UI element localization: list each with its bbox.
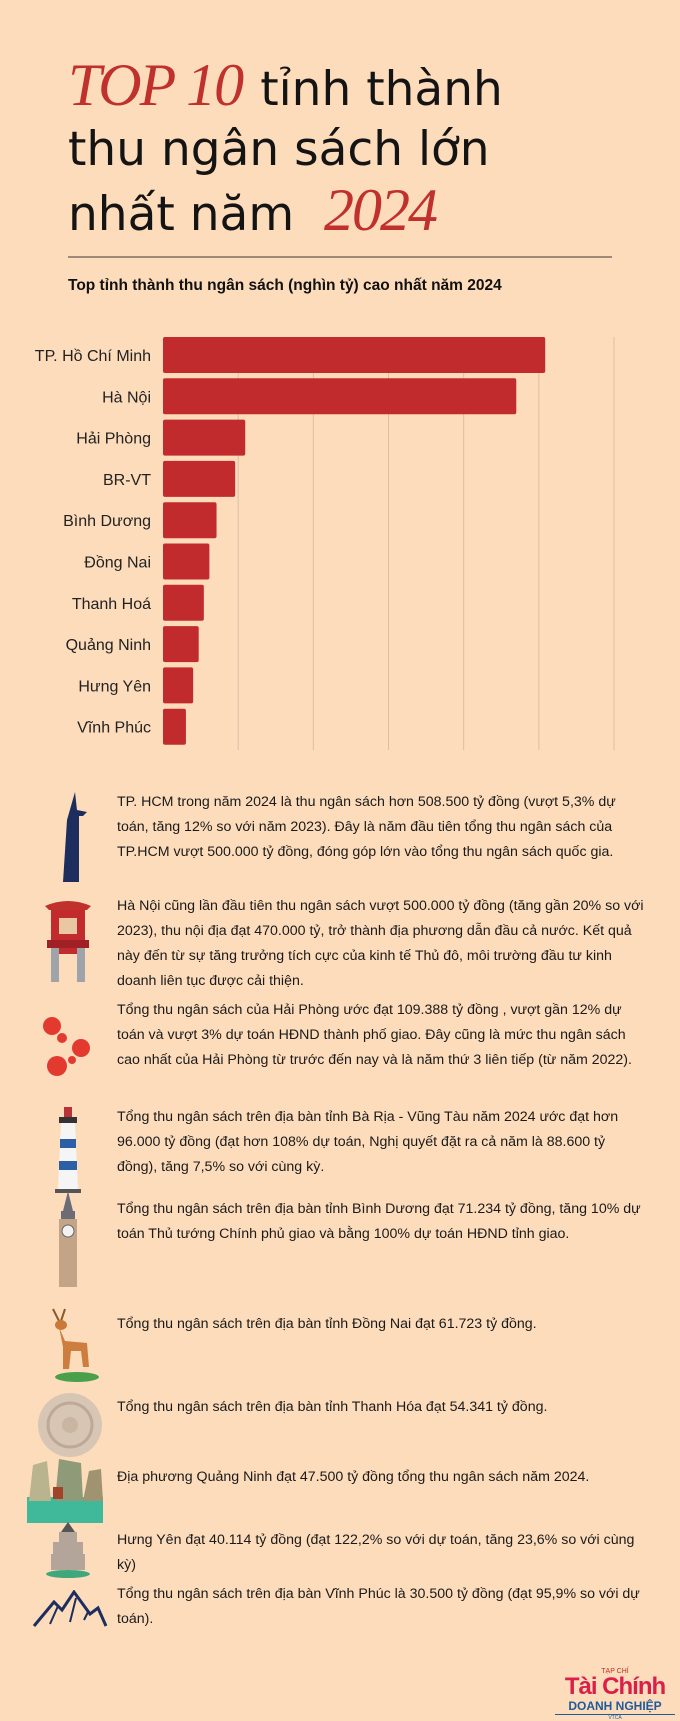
- title-accent-year: 2024: [324, 177, 438, 243]
- publisher-logo: TẠP CHÍ Tài Chính DOANH NGHIỆP VTCA: [555, 1668, 675, 1721]
- description-text: Tổng thu ngân sách của Hải Phòng ước đạt…: [117, 1002, 632, 1068]
- deer-icon: [43, 1307, 103, 1392]
- bar: [163, 419, 246, 456]
- description-text: TP. HCM trong năm 2024 là thu ngân sách …: [117, 794, 616, 860]
- title-line-3: nhất năm 2024: [68, 180, 648, 245]
- category-label: BR-VT: [103, 472, 151, 489]
- category-label: Bình Dương: [63, 513, 151, 530]
- ha-long-bay-icon: [25, 1457, 105, 1532]
- clock-tower-icon: [53, 1189, 83, 1294]
- bronze-drum-icon: [35, 1390, 105, 1465]
- phoenix-flower-icon: [37, 1008, 97, 1093]
- title-line3-text: nhất năm: [68, 187, 295, 242]
- logo-tiny-text: VTCA: [555, 1714, 675, 1721]
- bar: [163, 378, 517, 415]
- category-label: Thanh Hoá: [72, 596, 151, 613]
- bar: [163, 708, 186, 745]
- category-label: Đồng Nai: [84, 555, 151, 572]
- description-text: Tổng thu ngân sách trên địa bàn tỉnh Đồn…: [117, 1316, 537, 1332]
- bar: [163, 626, 199, 663]
- bar: [163, 460, 236, 497]
- title-line-1: TOP 10 tỉnh thành: [68, 55, 648, 120]
- logo-big-text: Tài Chính: [564, 1673, 666, 1700]
- bar: [163, 502, 217, 539]
- lighthouse-icon: [53, 1105, 83, 1200]
- description-text: Hưng Yên đạt 40.114 tỷ đồng (đạt 122,2% …: [117, 1532, 635, 1573]
- title-line-2: thu ngân sách lớn: [68, 122, 490, 177]
- bar: [163, 584, 204, 621]
- description-text: Hà Nội cũng lần đầu tiên thu ngân sách v…: [117, 898, 644, 989]
- title-line1-text: tỉnh thành: [260, 62, 503, 117]
- description-text: Tổng thu ngân sách trên địa bàn tỉnh Bà …: [117, 1109, 619, 1175]
- category-label: Vĩnh Phúc: [77, 720, 151, 737]
- description-text: Tổng thu ngân sách trên địa bàn tỉnh Bìn…: [117, 1201, 641, 1242]
- category-label: TP. Hồ Chí Minh: [35, 348, 151, 365]
- description-text: Tổng thu ngân sách trên địa bàn tỉnh Tha…: [117, 1399, 548, 1415]
- bar-chart: 0100000200000300000400000500000600000TP.…: [35, 337, 615, 750]
- title-accent-top10: TOP 10: [68, 52, 244, 118]
- category-label: Hưng Yên: [78, 678, 151, 695]
- temple-gate-icon: [43, 894, 93, 989]
- logo-small-text: TẠP CHÍ: [601, 1668, 629, 1675]
- category-label: Hà Nội: [102, 389, 151, 406]
- title-divider: [68, 256, 612, 258]
- bar: [163, 543, 210, 580]
- page-title: TOP 10 tỉnh thành thu ngân sách lớn nhất …: [68, 55, 648, 245]
- mountain-icon: [32, 1589, 108, 1635]
- category-label: Quảng Ninh: [66, 637, 151, 654]
- bar: [163, 337, 546, 373]
- chart-title: Top tỉnh thành thu ngân sách (nghìn tỷ) …: [68, 277, 502, 294]
- bar: [163, 667, 194, 704]
- pagoda-tower-icon: [43, 1520, 93, 1585]
- description-text: Địa phương Quảng Ninh đạt 47.500 tỷ đồng…: [117, 1469, 590, 1485]
- bitexco-tower-icon: [53, 790, 93, 895]
- logo-mid-text: DOANH NGHIỆP: [568, 1699, 662, 1713]
- category-label: Hải Phòng: [76, 431, 151, 448]
- description-text: Tổng thu ngân sách trên địa bàn Vĩnh Phú…: [117, 1586, 640, 1627]
